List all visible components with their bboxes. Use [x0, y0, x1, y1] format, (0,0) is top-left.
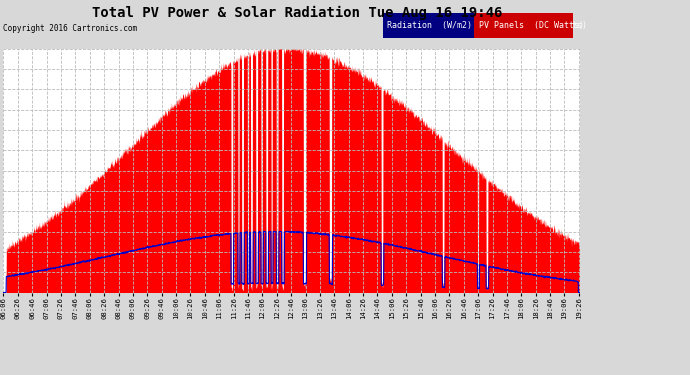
Text: PV Panels  (DC Watts): PV Panels (DC Watts)	[479, 21, 584, 30]
Text: Copyright 2016 Cartronics.com: Copyright 2016 Cartronics.com	[3, 24, 137, 33]
Text: Total PV Power & Solar Radiation Tue Aug 16 19:46: Total PV Power & Solar Radiation Tue Aug…	[92, 6, 502, 20]
Text: Radiation  (W/m2): Radiation (W/m2)	[387, 21, 472, 30]
Text: PV Panels  (DC Watts): PV Panels (DC Watts)	[482, 21, 586, 30]
